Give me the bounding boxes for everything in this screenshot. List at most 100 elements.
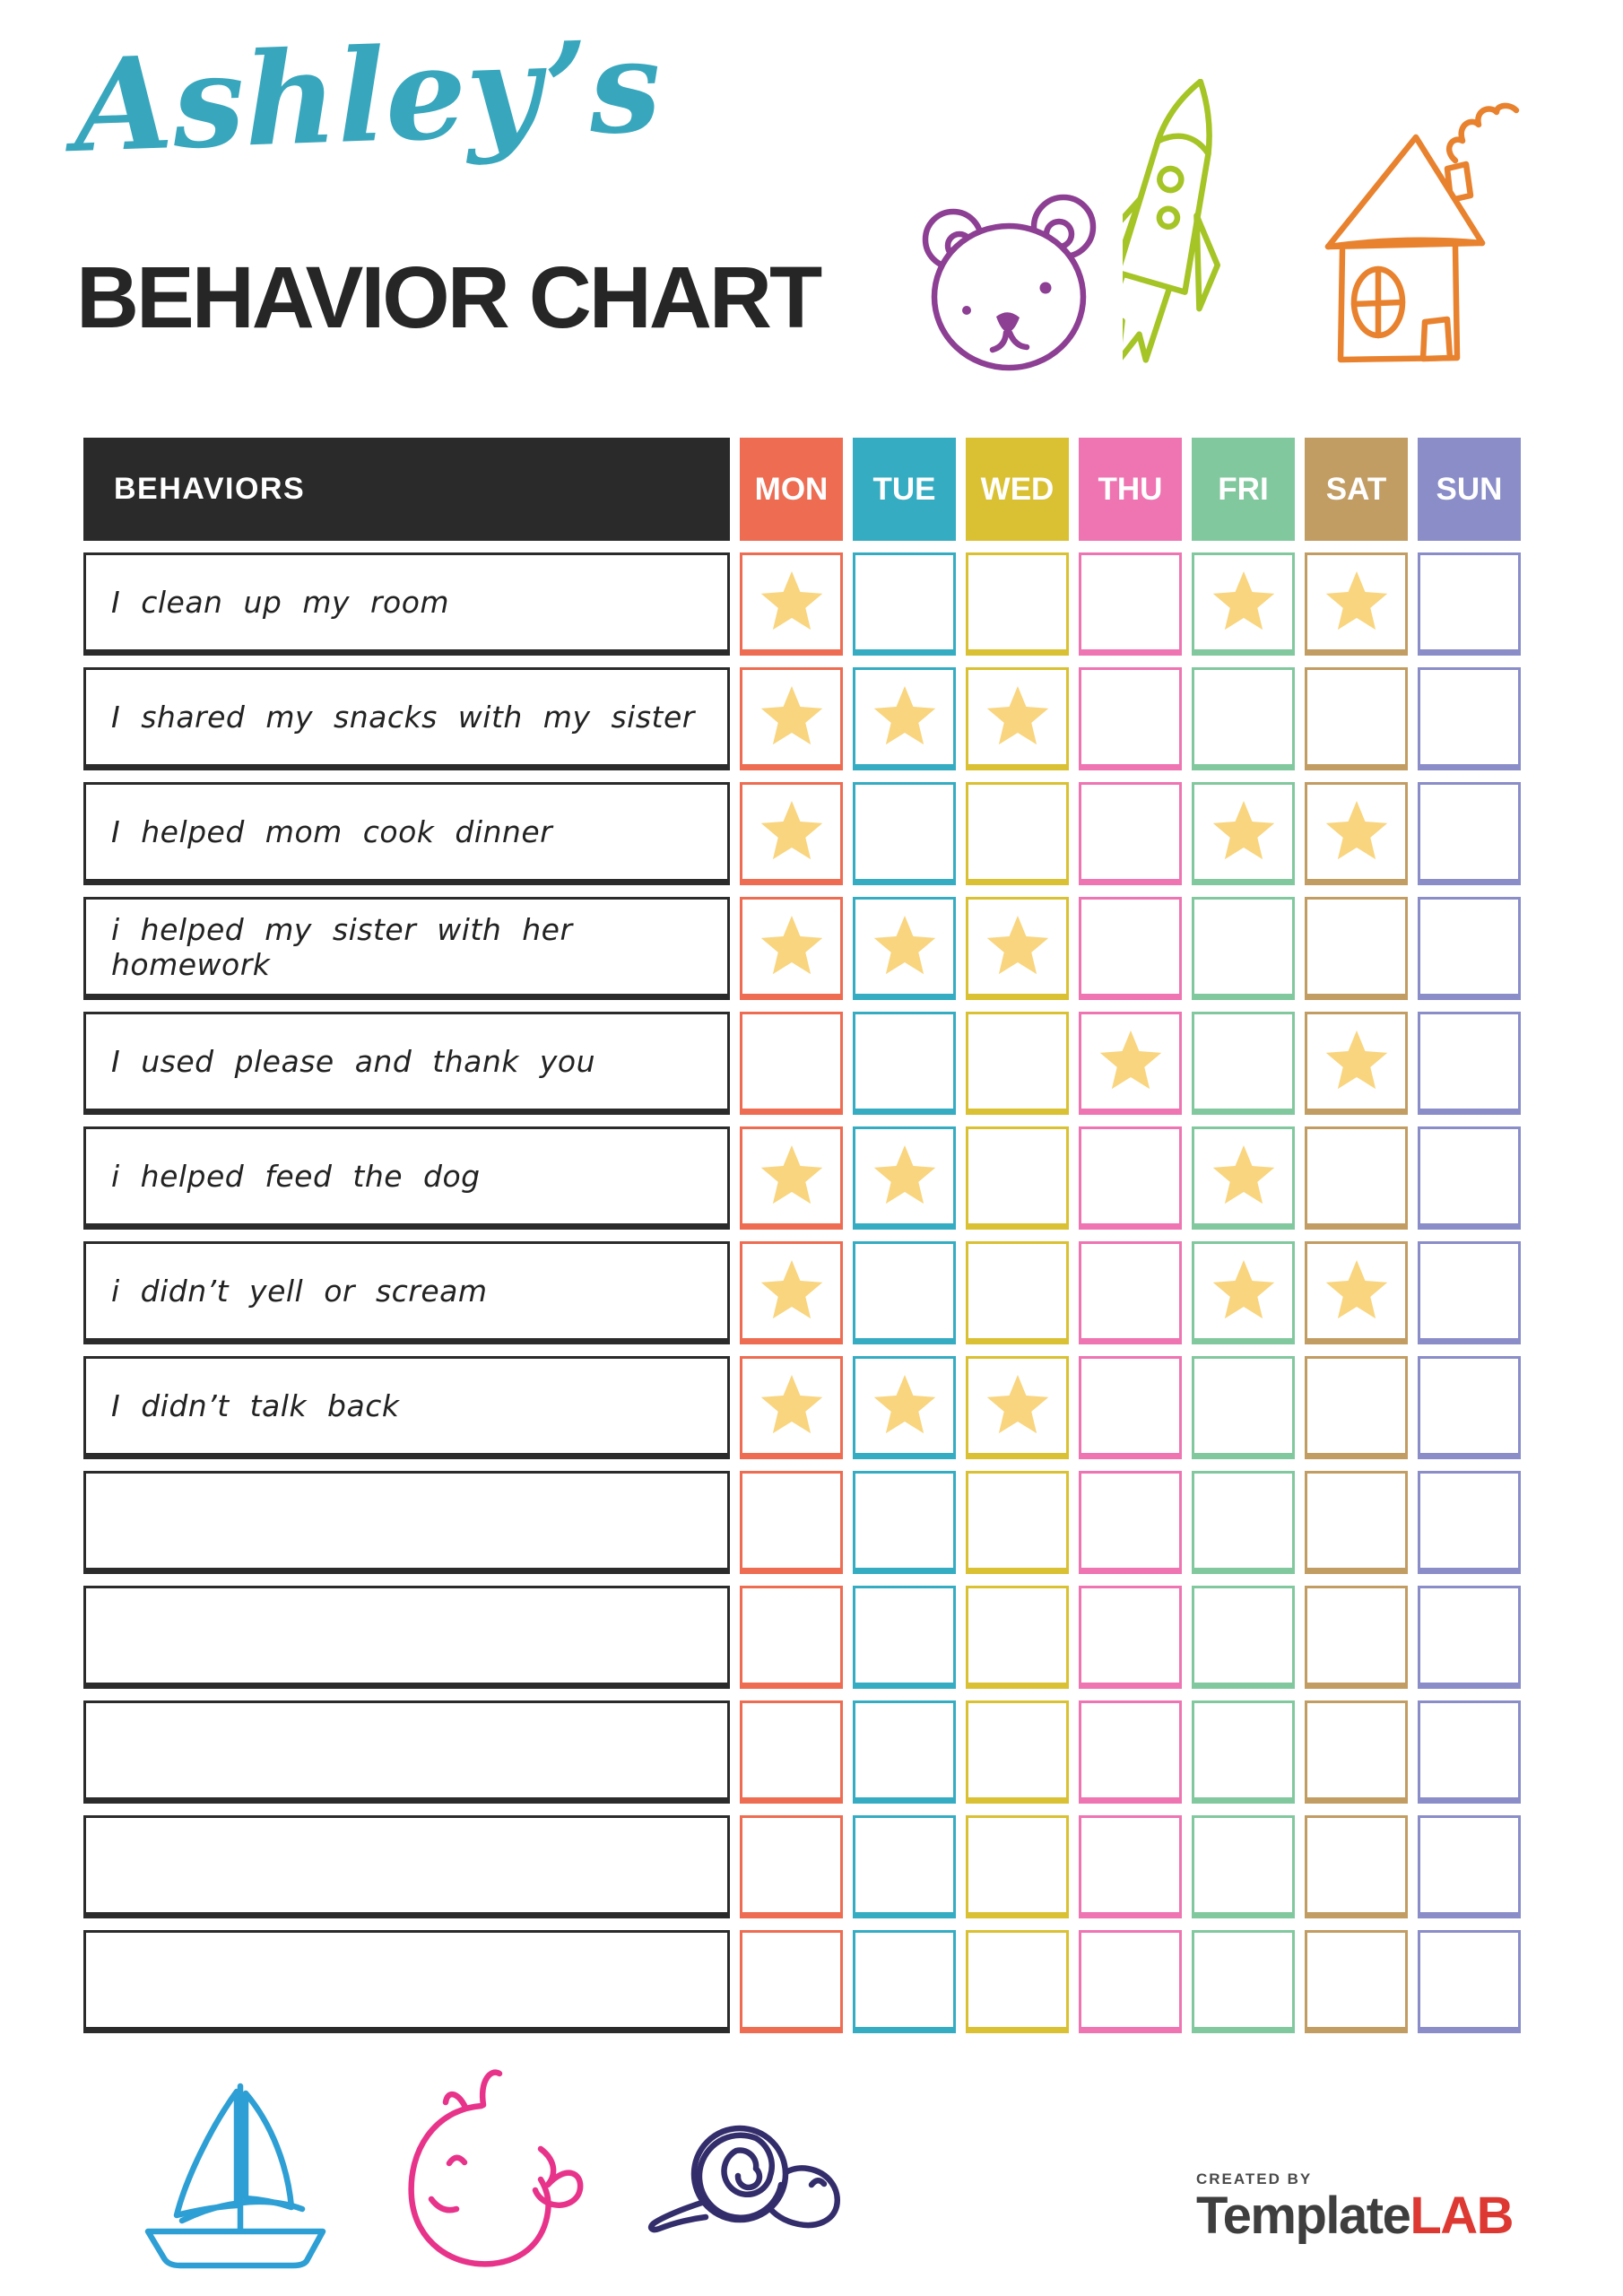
- day-cell-4-sat: [1305, 897, 1408, 1000]
- day-cell-13-tue: [853, 1930, 956, 2033]
- behavior-cell-4: i helped my sister with her homework: [83, 897, 730, 1000]
- day-cell-4-mon: [740, 897, 843, 1000]
- day-cell-10-mon: [740, 1586, 843, 1689]
- day-cell-11-sun: [1418, 1700, 1521, 1804]
- behavior-cell-13: [83, 1930, 730, 2033]
- page-title-main: BEHAVIOR CHART: [76, 248, 822, 346]
- star-icon: [873, 685, 935, 744]
- star-icon: [873, 915, 935, 974]
- day-cell-9-sat: [1305, 1471, 1408, 1574]
- day-cell-13-sun: [1418, 1930, 1521, 2033]
- day-cell-8-thu: [1079, 1356, 1182, 1459]
- day-cell-7-sat: [1305, 1241, 1408, 1344]
- day-cell-4-tue: [853, 897, 956, 1000]
- day-cell-10-sat: [1305, 1586, 1408, 1689]
- day-cell-12-wed: [966, 1815, 1069, 1918]
- day-cell-2-sat: [1305, 667, 1408, 770]
- day-cell-11-fri: [1192, 1700, 1295, 1804]
- day-cell-3-fri: [1192, 782, 1295, 885]
- day-cell-6-thu: [1079, 1126, 1182, 1230]
- rocket-icon: [1123, 79, 1221, 366]
- star-icon: [986, 685, 1048, 744]
- behavior-cell-6: i helped feed the dog: [83, 1126, 730, 1230]
- snail-icon: [647, 2125, 840, 2233]
- day-cell-9-wed: [966, 1471, 1069, 1574]
- behavior-cell-7: i didn’t yell or scream: [83, 1241, 730, 1344]
- day-cell-9-tue: [853, 1471, 956, 1574]
- star-icon: [760, 800, 822, 859]
- day-cell-12-sat: [1305, 1815, 1408, 1918]
- day-cell-9-thu: [1079, 1471, 1182, 1574]
- brand-logo: CREATED BY TemplateLAB: [1196, 2170, 1515, 2245]
- day-cell-8-wed: [966, 1356, 1069, 1459]
- day-cell-12-thu: [1079, 1815, 1182, 1918]
- behavior-cell-11: [83, 1700, 730, 1804]
- behavior-cell-9: [83, 1471, 730, 1574]
- star-icon: [760, 915, 822, 974]
- day-cell-5-mon: [740, 1012, 843, 1115]
- day-cell-3-sun: [1418, 782, 1521, 885]
- whale-icon: [408, 2069, 584, 2267]
- day-cell-7-tue: [853, 1241, 956, 1344]
- day-cell-8-sun: [1418, 1356, 1521, 1459]
- brand-template-text: Template: [1196, 2187, 1411, 2245]
- star-icon: [760, 1259, 822, 1318]
- star-icon: [760, 1144, 822, 1204]
- house-icon: [1324, 102, 1520, 363]
- day-cell-1-fri: [1192, 552, 1295, 656]
- day-cell-7-fri: [1192, 1241, 1295, 1344]
- day-header-sat: SAT: [1305, 438, 1408, 541]
- star-icon: [1212, 1144, 1274, 1204]
- day-cell-4-sun: [1418, 897, 1521, 1000]
- day-cell-8-fri: [1192, 1356, 1295, 1459]
- star-icon: [760, 1374, 822, 1433]
- behavior-table: BEHAVIORS MON TUE WED THU FRI SAT SUN I clean up…: [83, 438, 1521, 2033]
- day-cell-5-wed: [966, 1012, 1069, 1115]
- day-cell-12-fri: [1192, 1815, 1295, 1918]
- day-cell-6-sun: [1418, 1126, 1521, 1230]
- behavior-label: I used please and thank you: [111, 1044, 595, 1079]
- day-cell-8-mon: [740, 1356, 843, 1459]
- day-cell-10-fri: [1192, 1586, 1295, 1689]
- day-cell-2-mon: [740, 667, 843, 770]
- day-cell-11-thu: [1079, 1700, 1182, 1804]
- bear-icon: [922, 194, 1097, 371]
- star-icon: [873, 1374, 935, 1433]
- day-cell-2-sun: [1418, 667, 1521, 770]
- day-cell-7-wed: [966, 1241, 1069, 1344]
- day-cell-13-wed: [966, 1930, 1069, 2033]
- behavior-cell-5: I used please and thank you: [83, 1012, 730, 1115]
- star-icon: [986, 1374, 1048, 1433]
- behavior-cell-3: I helped mom cook dinner: [83, 782, 730, 885]
- day-cell-3-thu: [1079, 782, 1182, 885]
- star-icon: [1212, 1259, 1274, 1318]
- day-cell-5-tue: [853, 1012, 956, 1115]
- star-icon: [986, 915, 1048, 974]
- day-cell-12-tue: [853, 1815, 956, 1918]
- day-header-tue: TUE: [853, 438, 956, 541]
- behavior-label: I helped mom cook dinner: [111, 814, 553, 849]
- day-cell-13-mon: [740, 1930, 843, 2033]
- day-cell-9-fri: [1192, 1471, 1295, 1574]
- sailboat-icon: [144, 2083, 326, 2269]
- day-cell-12-mon: [740, 1815, 843, 1918]
- day-header-sun: SUN: [1418, 438, 1521, 541]
- day-cell-4-wed: [966, 897, 1069, 1000]
- star-icon: [1099, 1030, 1161, 1089]
- day-cell-7-mon: [740, 1241, 843, 1344]
- day-cell-6-mon: [740, 1126, 843, 1230]
- behavior-label: I clean up my room: [111, 585, 450, 620]
- day-cell-4-fri: [1192, 897, 1295, 1000]
- star-icon: [1212, 570, 1274, 630]
- day-cell-11-mon: [740, 1700, 843, 1804]
- day-cell-7-sun: [1418, 1241, 1521, 1344]
- day-cell-3-wed: [966, 782, 1069, 885]
- day-cell-5-fri: [1192, 1012, 1295, 1115]
- star-icon: [1325, 570, 1387, 630]
- day-cell-5-sun: [1418, 1012, 1521, 1115]
- created-by-label: CREATED BY: [1196, 2170, 1313, 2187]
- day-cell-13-sat: [1305, 1930, 1408, 2033]
- day-cell-1-thu: [1079, 552, 1182, 656]
- day-cell-2-tue: [853, 667, 956, 770]
- behavior-cell-2: I shared my snacks with my sister: [83, 667, 730, 770]
